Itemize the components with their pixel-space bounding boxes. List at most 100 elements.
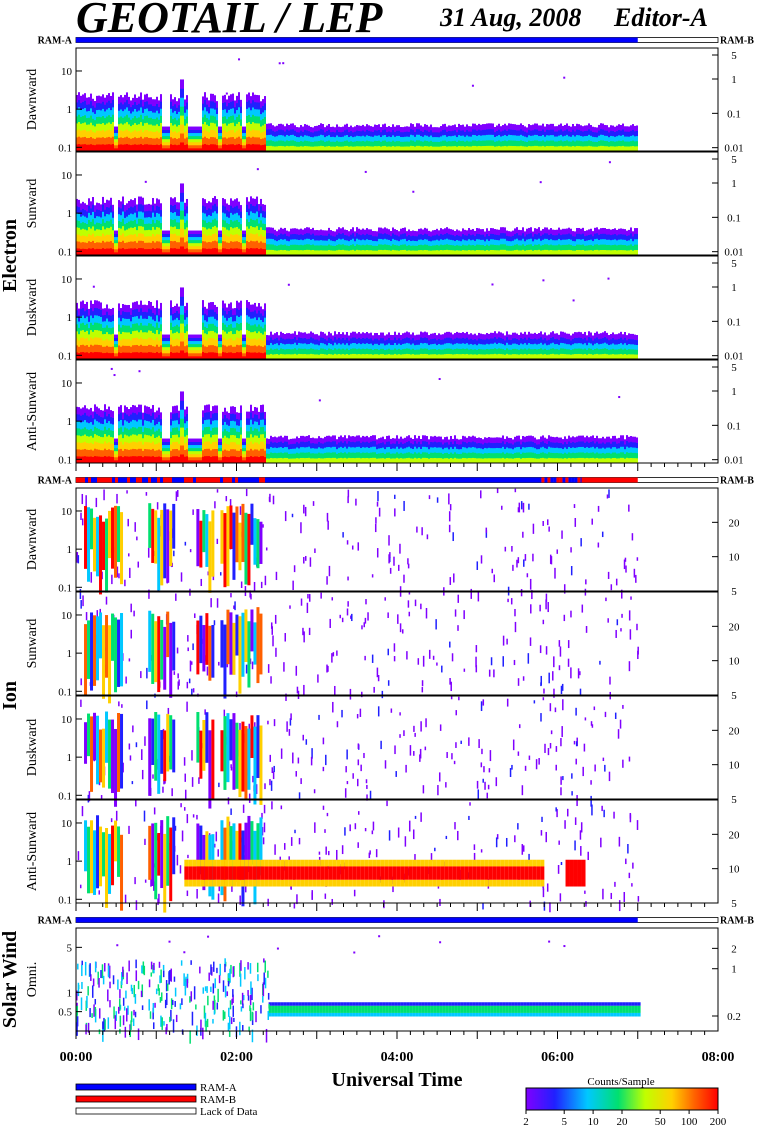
spectrogram-cell xyxy=(200,236,202,241)
spectrogram-cell xyxy=(482,334,484,340)
spectrogram-cell xyxy=(254,309,256,318)
spectrogram-cell xyxy=(528,233,530,240)
spectrogram-cell xyxy=(282,228,284,235)
spectrogram-cell xyxy=(98,351,100,360)
spectrogram-cell xyxy=(428,335,430,341)
spectrogram-cell xyxy=(242,355,244,360)
spectrogram-cell xyxy=(172,219,174,228)
spectrogram-cell xyxy=(122,310,124,319)
spectrogram-cell xyxy=(186,205,188,214)
spectrogram-cell xyxy=(572,333,574,340)
spectrogram-cell xyxy=(386,354,388,360)
spectrogram-cell xyxy=(262,138,264,145)
spectrogram-cell xyxy=(336,229,338,235)
spectrogram-cell xyxy=(240,236,242,243)
spectrogram-cell xyxy=(186,102,188,110)
spectrogram-cell xyxy=(180,287,182,297)
spectrogram-cell xyxy=(356,145,358,152)
spectrogram-cell xyxy=(172,138,174,145)
spectrogram-cell xyxy=(474,245,476,251)
spectrogram-cell xyxy=(560,353,562,360)
spectrogram-cell xyxy=(190,147,192,152)
spectrogram-cell xyxy=(244,135,246,140)
spectrogram-cell xyxy=(100,217,102,224)
spectrogram-cell xyxy=(504,249,506,256)
spectrogram-cell xyxy=(628,131,630,137)
spectrogram-cell xyxy=(388,136,390,142)
spectrogram-cell xyxy=(114,233,116,238)
spectrogram-cell xyxy=(210,248,212,256)
spectrogram-cell xyxy=(100,344,102,353)
spectrogram-cell xyxy=(120,123,122,131)
spectrogram-cell xyxy=(288,231,290,237)
spectrogram-cell xyxy=(332,235,334,242)
spectrogram-cell xyxy=(550,332,552,339)
spectrogram-cell xyxy=(146,236,148,243)
spectrogram-cell xyxy=(472,145,474,152)
spectrogram-cell xyxy=(150,130,152,138)
spectrogram-cell xyxy=(146,210,148,218)
spectrogram-cell xyxy=(196,236,198,241)
spectrogram-cell xyxy=(118,206,120,215)
spectrogram-cell xyxy=(614,244,616,251)
spectrogram-cell xyxy=(442,349,444,355)
spectrogram-cell xyxy=(166,355,168,360)
spectrogram-cell xyxy=(142,106,144,113)
spectrogram-cell xyxy=(228,116,230,124)
spectrogram-cell xyxy=(216,234,218,242)
spectrogram-cell xyxy=(506,331,508,338)
spectrogram-cell xyxy=(546,140,548,147)
spectrogram-cell xyxy=(510,145,512,152)
spectrogram-cell xyxy=(140,300,142,309)
spectrogram-cell xyxy=(254,330,256,339)
spectrogram-cell xyxy=(82,215,84,223)
spectrogram-cell xyxy=(424,145,426,152)
spectrogram-cell xyxy=(266,238,268,245)
spectrogram-cell xyxy=(362,233,364,240)
spectrogram-cell xyxy=(130,314,132,322)
spectrogram-cell xyxy=(280,233,282,240)
spectrogram-cell xyxy=(508,139,510,146)
spectrogram-cell xyxy=(312,332,314,339)
spectrogram-cell xyxy=(348,354,350,360)
spectrogram-cell xyxy=(226,216,228,224)
spectrogram-cell xyxy=(498,239,500,246)
spectrogram-cell xyxy=(198,135,200,140)
spectrogram-cell xyxy=(190,340,192,345)
spectrogram-cell xyxy=(200,132,202,137)
spectrogram-cell xyxy=(422,141,424,147)
spectrogram-cell xyxy=(398,250,400,256)
spectrogram-cell xyxy=(246,314,248,323)
spectrogram-cell xyxy=(228,242,230,250)
spectrogram-cell xyxy=(270,232,272,239)
spectrogram-cell xyxy=(100,210,102,218)
spectrogram-cell xyxy=(474,333,476,340)
spectrogram-cell xyxy=(136,236,138,243)
spectrogram-cell xyxy=(108,340,110,347)
spectrogram-cell xyxy=(226,352,228,360)
spectrogram-cell xyxy=(148,223,150,230)
spectrogram-cell xyxy=(356,140,358,147)
spectrogram-cell xyxy=(88,346,90,354)
spectrogram-cell xyxy=(336,354,338,360)
spectrogram-cell xyxy=(362,228,364,235)
spectrogram-cell xyxy=(118,96,120,104)
spectrogram-cell xyxy=(516,338,518,345)
spectrogram-cell xyxy=(124,236,126,243)
spectrogram-cell xyxy=(204,326,206,334)
spectrogram-cell xyxy=(202,130,204,138)
spectrogram-cell xyxy=(94,336,96,345)
spectrogram-cell xyxy=(606,135,608,142)
spectrogram-cell xyxy=(170,108,172,116)
spectrogram-cell xyxy=(492,134,494,141)
spectrogram-cell xyxy=(324,333,326,340)
spectrogram-cell xyxy=(610,244,612,251)
spectrogram-cell xyxy=(230,108,232,116)
spectrogram-cell xyxy=(372,235,374,242)
spectrogram-cell xyxy=(124,143,126,152)
spectrogram-cell xyxy=(120,333,122,341)
spectrogram-cell xyxy=(110,308,112,316)
spectrogram-cell xyxy=(256,225,258,234)
spectrogram-cell xyxy=(448,125,450,131)
spectrogram-cell xyxy=(172,306,174,314)
